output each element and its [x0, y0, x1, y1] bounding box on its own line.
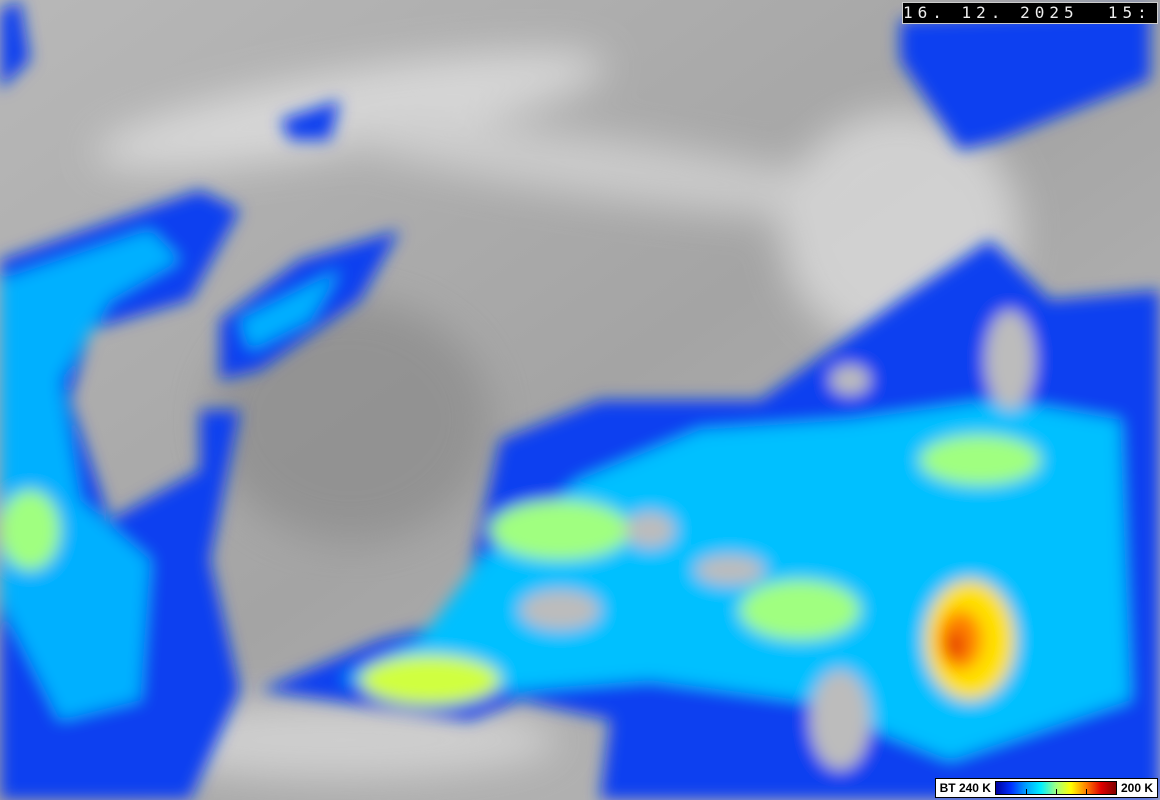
- colorbar-tick: [1085, 789, 1087, 794]
- colorbar-tick: [1055, 789, 1057, 794]
- color-legend: BT 240 K 200 K: [934, 778, 1158, 798]
- colorbar: [994, 781, 1117, 795]
- legend-min-label: BT 240 K: [939, 781, 991, 795]
- colorbar-tick: [1025, 789, 1027, 794]
- timestamp-overlay: 16. 12. 2025 15: 00: [902, 2, 1158, 24]
- legend-max-label: 200 K: [1120, 781, 1153, 795]
